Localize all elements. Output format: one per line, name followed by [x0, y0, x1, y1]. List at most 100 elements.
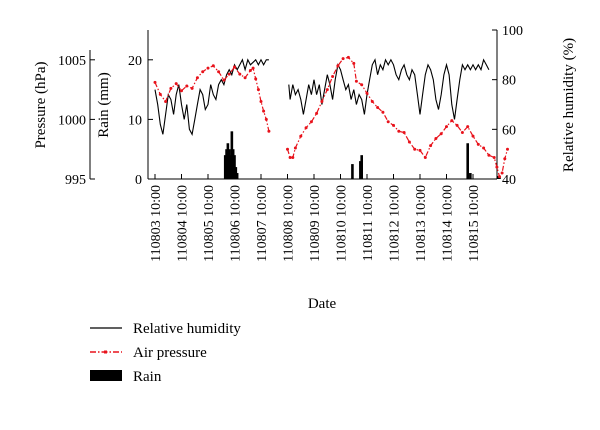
pressure-point	[248, 69, 252, 72]
pressure-point	[434, 137, 438, 140]
rain-bar	[225, 149, 228, 179]
pressure-point	[482, 146, 486, 150]
pressure-point	[238, 72, 242, 76]
pressure-axis-title: Pressure (hPa)	[33, 61, 49, 148]
pressure-point	[286, 147, 289, 151]
pressure-point	[503, 157, 507, 161]
pressure-tick-label: 1005	[58, 54, 86, 69]
x-tick-label: 110807 10:00	[255, 185, 270, 262]
pressure-point	[500, 171, 504, 175]
pressure-point	[331, 75, 335, 78]
pressure-point	[304, 126, 308, 130]
legend-humidity-label: Relative humidity	[133, 321, 241, 337]
pressure-point	[370, 100, 374, 103]
pressure-point	[460, 131, 464, 134]
pressure-point	[445, 125, 448, 129]
pressure-point	[291, 156, 295, 159]
humidity-line	[288, 58, 490, 120]
pressure-point	[360, 83, 364, 87]
humidity-axis-title: Relative humidity (%)	[561, 38, 577, 172]
pressure-point	[195, 76, 199, 80]
rain-bar	[234, 167, 238, 179]
rain-bar	[229, 155, 232, 179]
pressure-point	[153, 80, 157, 84]
pressure-point	[413, 147, 417, 151]
pressure-tick-label: 995	[65, 173, 86, 188]
chart-marks	[153, 55, 509, 179]
pressure-point	[256, 88, 260, 92]
humidity-tick-label: 40	[502, 173, 516, 188]
humidity-line	[154, 58, 269, 136]
pressure-point	[222, 78, 226, 82]
pressure-point	[180, 89, 183, 93]
pressure-point	[309, 120, 313, 124]
pressure-point	[206, 66, 210, 70]
rain-tick-label: 0	[135, 173, 142, 188]
pressure-point	[423, 156, 427, 159]
pressure-point	[439, 132, 443, 136]
pressure-point	[386, 120, 390, 124]
pressure-point	[251, 66, 255, 70]
pressure-point	[506, 147, 509, 151]
pressure-point	[365, 91, 369, 95]
pressure-point	[299, 134, 303, 138]
pressure-point	[354, 79, 358, 83]
rain-bar	[231, 149, 235, 179]
pressure-line	[154, 65, 270, 132]
pressure-point	[262, 109, 266, 113]
pressure-point	[254, 77, 258, 81]
plot-area: 995 1000 1005 0 10 20 40 60 80 100 110803 10:00 110…	[58, 24, 523, 262]
pressure-point	[397, 129, 401, 133]
pressure-point	[492, 156, 496, 159]
rain-bar	[496, 176, 500, 179]
rain-tick-label: 10	[128, 113, 142, 128]
pressure-point	[211, 64, 215, 68]
pressure-point	[466, 125, 470, 129]
pressure-line	[286, 56, 509, 178]
pressure-point	[264, 117, 268, 121]
x-tick-label: 110815 10:00	[467, 185, 482, 262]
x-tick-label: 110803 10:00	[149, 185, 164, 262]
pressure-point	[320, 100, 324, 103]
rain-tick-label: 20	[128, 54, 142, 69]
pressure-point	[288, 156, 292, 159]
pressure-point	[418, 148, 422, 152]
x-tick-label: 110808 10:00	[282, 185, 297, 262]
x-tick-label: 110804 10:00	[176, 185, 191, 262]
pressure-point	[259, 100, 263, 103]
x-tick-label: 110806 10:00	[229, 185, 244, 262]
rain-bar	[351, 164, 354, 179]
rain-bar	[466, 143, 469, 179]
pressure-point	[174, 82, 178, 86]
x-tick-label: 110805 10:00	[202, 185, 217, 262]
pressure-point	[217, 70, 221, 74]
pressure-point	[471, 134, 475, 138]
pressure-point	[455, 123, 459, 127]
pressure-tick-label: 1000	[58, 113, 86, 128]
rain-bar	[227, 149, 231, 179]
x-tick-label: 110810 10:00	[335, 185, 350, 262]
pressure-point	[325, 88, 329, 92]
x-tick-label: 110809 10:00	[308, 185, 323, 262]
pressure-point	[376, 106, 380, 109]
rain-axis-title: Rain (mm)	[96, 72, 112, 137]
pressure-point	[498, 175, 501, 179]
pressure-point	[341, 57, 345, 61]
x-tick-label: 110814 10:00	[441, 185, 456, 262]
legend-pressure-marker	[104, 350, 107, 354]
pressure-point	[227, 72, 231, 76]
pressure-point	[315, 111, 319, 115]
pressure-point	[201, 70, 205, 74]
pressure-point	[293, 146, 297, 150]
x-tick-label: 110813 10:00	[414, 185, 429, 262]
legend-pressure-label: Air pressure	[133, 345, 207, 361]
pressure-point	[190, 86, 194, 90]
pressure-point	[267, 129, 271, 133]
humidity-tick-label: 100	[502, 24, 523, 39]
pressure-point	[336, 64, 340, 68]
rain-bar	[469, 173, 472, 179]
x-axis-title: Date	[308, 296, 337, 312]
rain-bar	[233, 155, 236, 179]
legend: Relative humidity Air pressure Rain	[90, 321, 241, 385]
